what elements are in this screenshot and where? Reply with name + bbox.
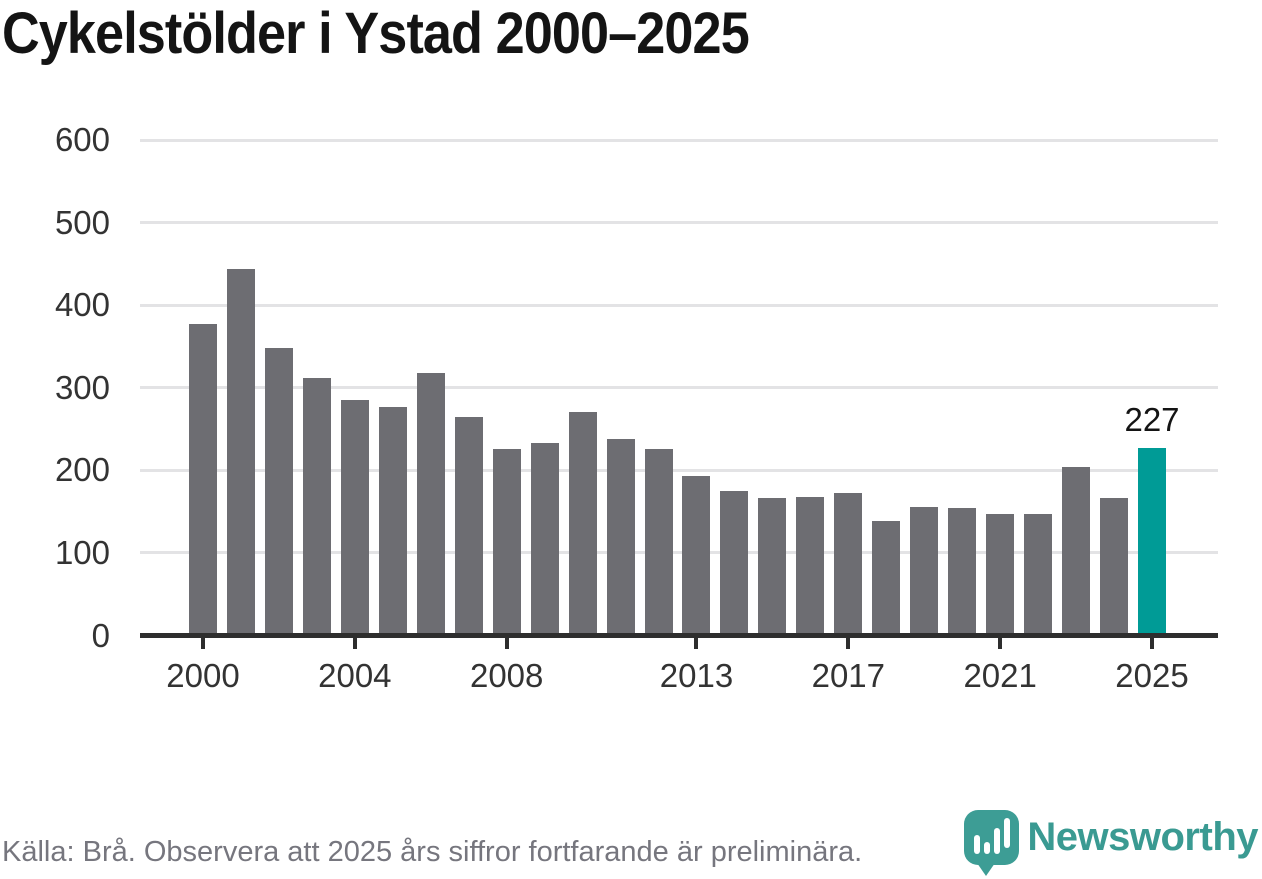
x-axis-tick-label: 2008 xyxy=(469,657,544,694)
y-gridline xyxy=(140,138,1218,142)
y-axis-tick-label: 500 xyxy=(54,203,110,241)
chart-title: Cykelstölder i Ystad 2000–2025 xyxy=(2,1,750,66)
bar-2008 xyxy=(492,448,521,635)
y-axis-tick-label: 100 xyxy=(54,533,110,571)
bar-2023 xyxy=(1062,466,1091,635)
source-note: Källa: Brå. Observera att 2025 års siffr… xyxy=(2,836,863,868)
x-axis-tick-label: 2021 xyxy=(963,657,1037,694)
y-axis-tick-label: 400 xyxy=(54,286,110,323)
x-axis-tick xyxy=(504,638,509,649)
bar-2007 xyxy=(454,417,483,635)
bar-2020 xyxy=(948,507,977,635)
x-axis-tick xyxy=(694,638,699,649)
x-axis-tick xyxy=(1150,638,1154,649)
newsworthy-logo-icon xyxy=(964,810,1020,876)
bar-2017 xyxy=(834,493,863,635)
x-axis-tick xyxy=(998,638,1003,649)
bar-2006 xyxy=(416,372,445,635)
newsworthy-wordmark: Newsworthy xyxy=(1027,815,1258,859)
highlight-value-label: 227 xyxy=(1124,400,1180,438)
bar-2022 xyxy=(1024,513,1053,635)
newsworthy-logo: Newsworthy xyxy=(964,810,1258,876)
bar-2013 xyxy=(682,475,711,635)
bar-2001 xyxy=(226,268,255,635)
y-gridline xyxy=(140,551,1218,554)
y-gridline xyxy=(140,221,1218,224)
logo-bar-icon xyxy=(1004,818,1011,848)
x-axis-tick xyxy=(352,638,357,649)
y-axis-tick-label: 200 xyxy=(54,451,110,488)
bar-2010 xyxy=(568,412,597,635)
bar-highlighted-2025 xyxy=(1138,447,1166,635)
x-axis-tick xyxy=(846,638,851,649)
bar-2002 xyxy=(264,347,293,635)
y-gridline xyxy=(140,468,1218,472)
bar-2014 xyxy=(720,490,749,635)
y-gridline xyxy=(140,303,1218,307)
x-axis-line xyxy=(140,633,1218,638)
y-axis-tick-label: 600 xyxy=(54,121,110,158)
bar-2021 xyxy=(986,513,1015,635)
x-axis-tick xyxy=(201,638,205,649)
bar-2012 xyxy=(644,449,673,635)
y-gridline xyxy=(140,386,1218,389)
bar-2003 xyxy=(302,377,331,635)
logo-bar-icon xyxy=(994,828,1001,854)
bar-2011 xyxy=(606,438,635,635)
bar-2000 xyxy=(189,323,217,635)
bar-2015 xyxy=(758,498,787,635)
y-axis-tick-label: 0 xyxy=(91,616,110,654)
x-axis-tick-label: 2000 xyxy=(166,657,240,694)
bar-2018 xyxy=(872,521,901,635)
bar-2004 xyxy=(340,399,369,635)
x-axis-tick-label: 2025 xyxy=(1115,657,1189,694)
y-axis-tick-label: 300 xyxy=(54,368,110,406)
bar-2009 xyxy=(530,442,559,635)
logo-bar-icon xyxy=(974,835,981,854)
x-axis-tick-label: 2013 xyxy=(659,657,734,694)
bar-2019 xyxy=(910,507,939,635)
bar-2024 xyxy=(1100,498,1129,635)
x-axis-tick-label: 2004 xyxy=(318,657,392,694)
logo-bar-icon xyxy=(984,842,991,854)
x-axis-tick-label: 2017 xyxy=(811,657,886,694)
bar-2016 xyxy=(796,497,825,635)
bar-2005 xyxy=(378,407,407,635)
